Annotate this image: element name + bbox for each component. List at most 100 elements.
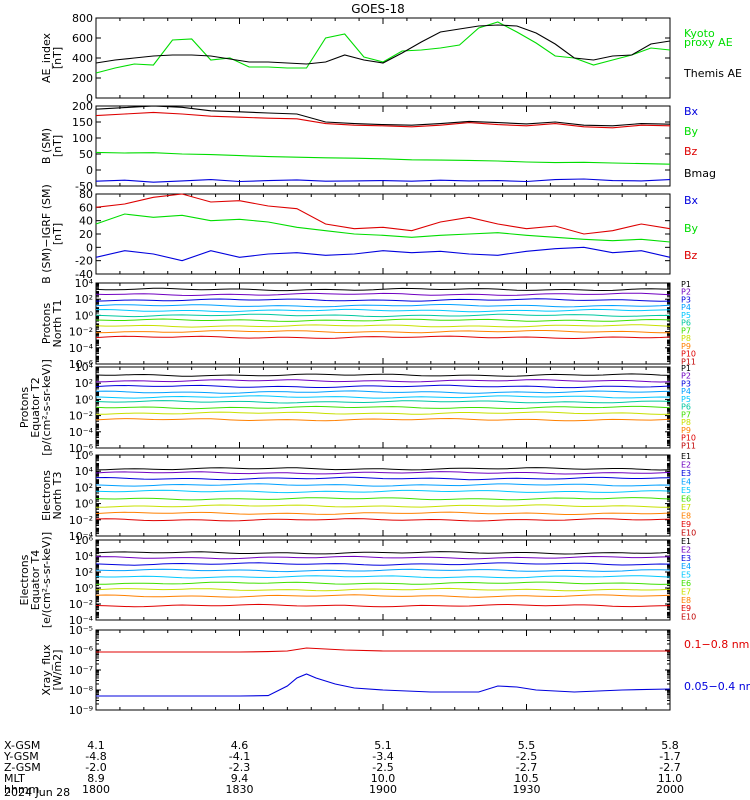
series-line bbox=[95, 313, 671, 318]
series-group-pn bbox=[95, 287, 671, 340]
legend-entry: E2 bbox=[681, 461, 691, 470]
x-axis-tick-value: 1800 bbox=[82, 783, 110, 796]
y-axis-label: North T3 bbox=[51, 472, 64, 520]
x-axis-tick-value: -3.4 bbox=[372, 750, 393, 763]
x-axis-tick-value: 4.1 bbox=[87, 739, 105, 752]
y-axis-label: [e/(cm²-s-sr-keV)] bbox=[40, 532, 53, 628]
legend-entry: P6 bbox=[681, 319, 691, 328]
y-tick-label: 10⁰ bbox=[75, 582, 94, 595]
legend-entry: 0.05−0.4 nm bbox=[684, 680, 750, 693]
series-line bbox=[95, 518, 671, 522]
series-line bbox=[95, 287, 671, 292]
series-line bbox=[95, 417, 671, 422]
y-tick-label: 10⁻² bbox=[69, 598, 93, 611]
x-axis-tick-value: -2.7 bbox=[659, 761, 680, 774]
legend-entry: P10 bbox=[681, 350, 696, 359]
x-axis-tick-value: 9.4 bbox=[231, 772, 249, 785]
series-line bbox=[95, 178, 671, 183]
y-tick-label: 0 bbox=[86, 241, 93, 254]
legend-entry: E8 bbox=[681, 512, 691, 521]
legend-entry: E9 bbox=[681, 520, 691, 529]
legend-entry: Bz bbox=[684, 249, 698, 262]
x-axis-tick-value: 10.5 bbox=[514, 772, 539, 785]
y-tick-label: 10⁶ bbox=[75, 449, 94, 462]
y-tick-label: 10⁴ bbox=[75, 361, 94, 374]
series-line bbox=[95, 335, 671, 340]
y-axis-label: AE_index bbox=[40, 32, 53, 83]
y-tick-label: 10⁻² bbox=[69, 514, 93, 527]
series-line bbox=[95, 594, 671, 598]
y-tick-label: 10⁰ bbox=[75, 309, 94, 322]
y-tick-label: 80 bbox=[79, 188, 93, 201]
y-tick-label: 400 bbox=[72, 52, 93, 65]
x-axis-tick-value: 4.6 bbox=[231, 739, 249, 752]
legend-entry: P4 bbox=[681, 303, 691, 312]
series-line bbox=[96, 647, 670, 653]
y-tick-label: 10⁴ bbox=[75, 277, 94, 290]
x-axis-tick-value: 1830 bbox=[226, 783, 254, 796]
legend-entry: P8 bbox=[681, 334, 691, 343]
legend-entry: E9 bbox=[681, 604, 691, 613]
series-line bbox=[95, 405, 671, 410]
legend-entry: E5 bbox=[681, 571, 691, 580]
legend-entry: P2 bbox=[681, 372, 691, 381]
series-line bbox=[95, 193, 671, 235]
series-line bbox=[95, 379, 671, 383]
series-line bbox=[95, 568, 671, 573]
series-line bbox=[95, 504, 670, 508]
legend-entry: E2 bbox=[681, 545, 691, 554]
legend-entry: E4 bbox=[681, 562, 691, 571]
series-line bbox=[95, 395, 671, 399]
y-tick-label: 10⁻² bbox=[69, 410, 93, 423]
legend-entry: E10 bbox=[681, 529, 696, 538]
y-axis-label: [nT] bbox=[51, 135, 64, 157]
x-axis-tick-value: 10.0 bbox=[371, 772, 396, 785]
y-axis-label: [p/(cm²-s-sr-keV)] bbox=[40, 359, 53, 456]
legend-entry: P10 bbox=[681, 434, 696, 443]
y-tick-label: 200 bbox=[72, 72, 93, 85]
x-axis-tick-value: -4.1 bbox=[229, 750, 250, 763]
series-group-ae bbox=[95, 21, 671, 74]
legend-entry: Bz bbox=[684, 145, 698, 158]
legend-entry: By bbox=[684, 222, 699, 235]
y-tick-label: 150 bbox=[72, 116, 93, 129]
y-tick-label: 10⁻⁴ bbox=[69, 426, 94, 439]
x-axis-row-label: Y-GSM bbox=[3, 750, 39, 763]
legend-entry: P2 bbox=[681, 288, 691, 297]
y-tick-label: 20 bbox=[79, 228, 93, 241]
legend-entry: E4 bbox=[681, 478, 691, 487]
panel-frame bbox=[95, 454, 671, 537]
legend-entry: P1 bbox=[681, 280, 691, 289]
series-line bbox=[95, 308, 671, 313]
y-axis-label: Electrons bbox=[18, 554, 31, 605]
y-axis-label: [nT] bbox=[51, 223, 64, 245]
x-axis-row-label: X-GSM bbox=[4, 739, 40, 752]
legend-entry: Kyoto bbox=[684, 27, 715, 40]
x-axis-tick-value: -1.7 bbox=[659, 750, 680, 763]
series-line bbox=[95, 603, 671, 608]
y-axis-label: B (SM) bbox=[40, 128, 53, 164]
y-tick-label: 10² bbox=[75, 566, 93, 579]
y-axis-label: B (SM)−IGRF (SM) bbox=[40, 184, 53, 284]
legend-entry: P6 bbox=[681, 403, 691, 412]
y-tick-label: 10⁻⁶ bbox=[69, 358, 94, 371]
y-tick-label: 50 bbox=[79, 148, 93, 161]
y-axis-label: Equator T4 bbox=[29, 550, 42, 610]
y-tick-label: 10⁰ bbox=[75, 393, 94, 406]
series-line bbox=[95, 390, 671, 394]
series-line bbox=[95, 411, 671, 415]
legend-entry: Bx bbox=[684, 194, 699, 207]
y-axis-label: Protons bbox=[40, 303, 53, 344]
series-line bbox=[95, 151, 671, 165]
series-group-xray bbox=[96, 647, 671, 697]
y-tick-label: 10⁻⁷ bbox=[69, 664, 93, 677]
y-axis-label: [nT] bbox=[51, 47, 64, 69]
series-line bbox=[95, 483, 671, 487]
series-line bbox=[95, 304, 671, 308]
